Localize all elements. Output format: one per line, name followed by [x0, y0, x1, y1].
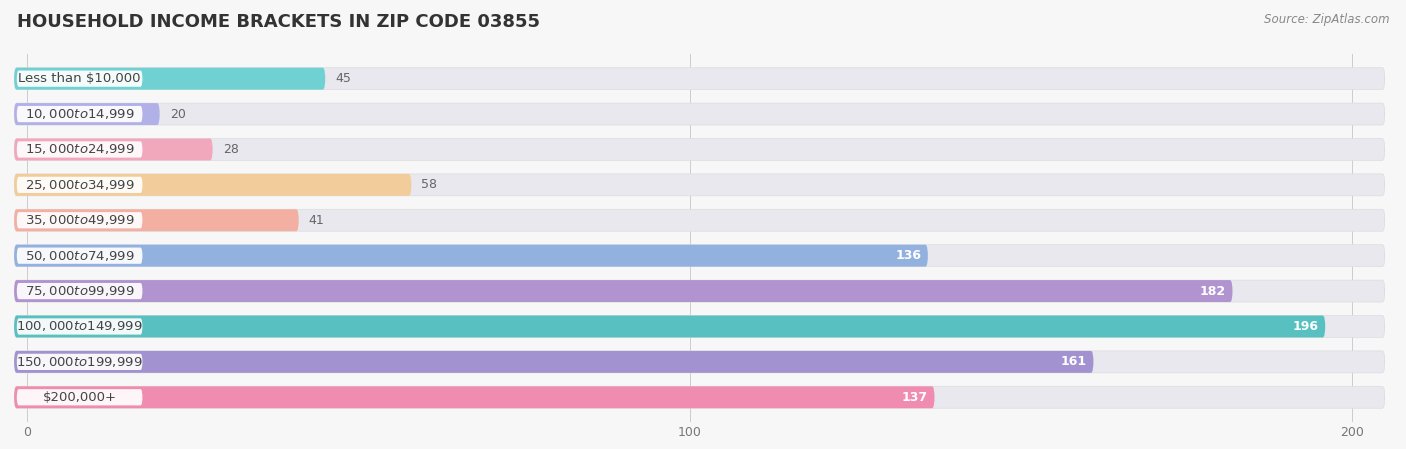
FancyBboxPatch shape: [17, 70, 142, 87]
FancyBboxPatch shape: [14, 316, 1385, 338]
Text: 58: 58: [422, 178, 437, 191]
Text: 182: 182: [1199, 285, 1226, 298]
FancyBboxPatch shape: [14, 386, 1385, 408]
FancyBboxPatch shape: [17, 283, 142, 299]
Text: 137: 137: [901, 391, 928, 404]
Text: $150,000 to $199,999: $150,000 to $199,999: [17, 355, 143, 369]
Text: $50,000 to $74,999: $50,000 to $74,999: [25, 249, 135, 263]
FancyBboxPatch shape: [14, 245, 1385, 267]
Text: 41: 41: [309, 214, 325, 227]
Text: $10,000 to $14,999: $10,000 to $14,999: [25, 107, 135, 121]
Text: $15,000 to $24,999: $15,000 to $24,999: [25, 142, 135, 156]
FancyBboxPatch shape: [14, 138, 212, 160]
FancyBboxPatch shape: [14, 174, 412, 196]
Text: 28: 28: [222, 143, 239, 156]
FancyBboxPatch shape: [14, 103, 1385, 125]
FancyBboxPatch shape: [14, 209, 299, 231]
Text: Source: ZipAtlas.com: Source: ZipAtlas.com: [1264, 13, 1389, 26]
FancyBboxPatch shape: [17, 247, 142, 264]
Text: $100,000 to $149,999: $100,000 to $149,999: [17, 320, 143, 334]
FancyBboxPatch shape: [17, 389, 142, 405]
Text: 136: 136: [896, 249, 921, 262]
FancyBboxPatch shape: [14, 68, 1385, 90]
Text: $35,000 to $49,999: $35,000 to $49,999: [25, 213, 135, 227]
FancyBboxPatch shape: [14, 316, 1326, 338]
FancyBboxPatch shape: [17, 354, 142, 370]
FancyBboxPatch shape: [14, 280, 1385, 302]
Text: 20: 20: [170, 108, 186, 121]
FancyBboxPatch shape: [17, 212, 142, 229]
FancyBboxPatch shape: [14, 386, 935, 408]
FancyBboxPatch shape: [14, 351, 1094, 373]
FancyBboxPatch shape: [14, 280, 1233, 302]
FancyBboxPatch shape: [14, 245, 928, 267]
FancyBboxPatch shape: [17, 318, 142, 335]
Text: $200,000+: $200,000+: [42, 391, 117, 404]
Text: 45: 45: [335, 72, 352, 85]
FancyBboxPatch shape: [14, 174, 1385, 196]
Text: 196: 196: [1292, 320, 1319, 333]
FancyBboxPatch shape: [14, 103, 160, 125]
Text: $75,000 to $99,999: $75,000 to $99,999: [25, 284, 135, 298]
Text: HOUSEHOLD INCOME BRACKETS IN ZIP CODE 03855: HOUSEHOLD INCOME BRACKETS IN ZIP CODE 03…: [17, 13, 540, 31]
FancyBboxPatch shape: [17, 106, 142, 122]
Text: 161: 161: [1060, 355, 1087, 368]
FancyBboxPatch shape: [14, 351, 1385, 373]
FancyBboxPatch shape: [17, 177, 142, 193]
FancyBboxPatch shape: [14, 209, 1385, 231]
FancyBboxPatch shape: [14, 138, 1385, 160]
FancyBboxPatch shape: [14, 68, 325, 90]
Text: $25,000 to $34,999: $25,000 to $34,999: [25, 178, 135, 192]
FancyBboxPatch shape: [17, 141, 142, 158]
Text: Less than $10,000: Less than $10,000: [18, 72, 141, 85]
